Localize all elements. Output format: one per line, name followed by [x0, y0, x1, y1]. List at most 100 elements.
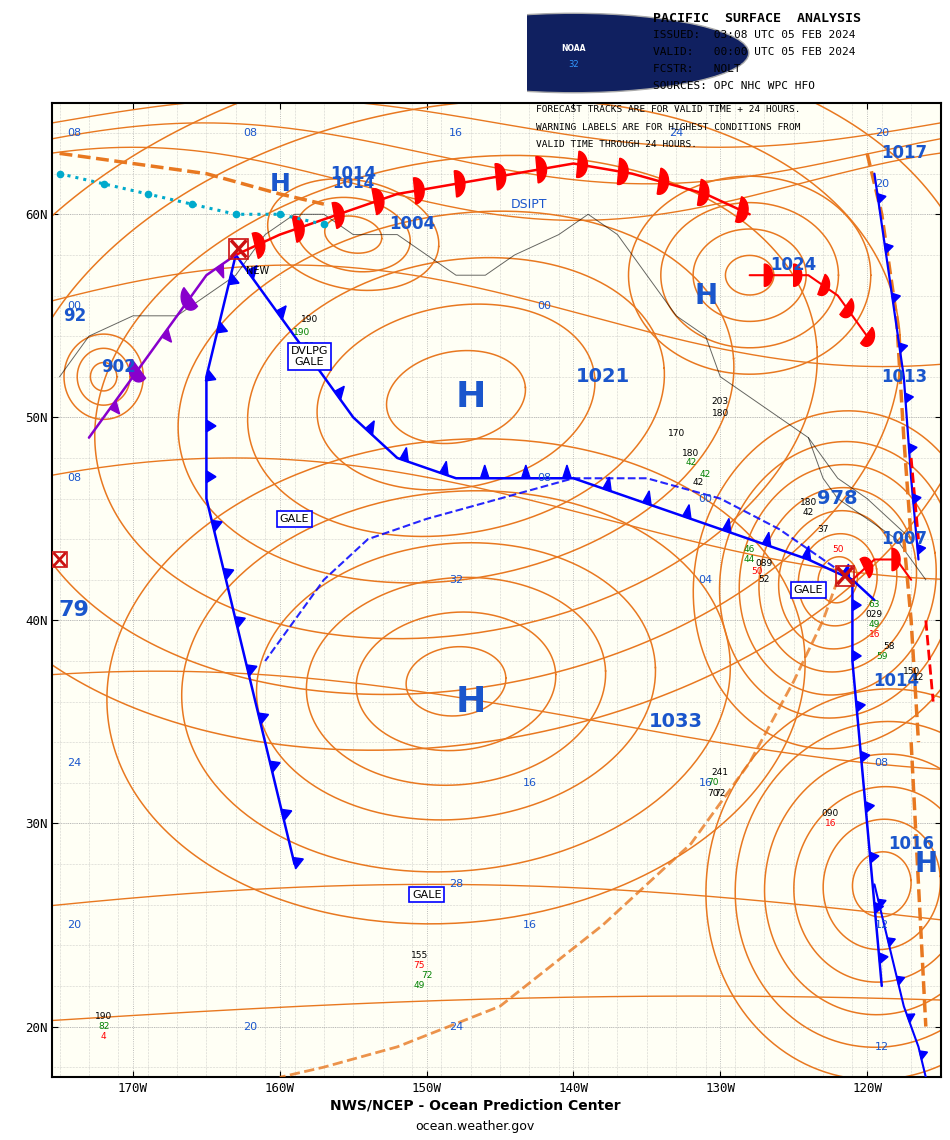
Polygon shape — [906, 1013, 915, 1023]
Text: 1007: 1007 — [881, 530, 927, 548]
Text: ISSUED:  03:08 UTC 05 FEB 2024: ISSUED: 03:08 UTC 05 FEB 2024 — [653, 31, 855, 40]
Polygon shape — [884, 244, 893, 253]
Text: 50: 50 — [832, 545, 844, 554]
Text: 180: 180 — [712, 409, 729, 417]
Text: 1016: 1016 — [888, 834, 934, 853]
Text: 72: 72 — [714, 789, 726, 798]
Text: 155: 155 — [410, 951, 428, 960]
Text: 75: 75 — [413, 961, 425, 970]
Polygon shape — [917, 544, 925, 554]
Polygon shape — [562, 465, 571, 479]
Polygon shape — [400, 448, 408, 462]
Polygon shape — [577, 152, 587, 178]
Polygon shape — [852, 651, 862, 661]
Text: 24: 24 — [67, 758, 82, 767]
Text: 32: 32 — [449, 575, 463, 585]
Text: 12: 12 — [875, 920, 889, 930]
Text: FORECAST TRACKS ARE FOR VALID TIME + 24 HOURS.: FORECAST TRACKS ARE FOR VALID TIME + 24 … — [536, 105, 800, 114]
Text: 79: 79 — [59, 601, 89, 620]
Polygon shape — [897, 976, 904, 985]
Text: H: H — [455, 685, 485, 718]
Text: 029: 029 — [865, 610, 883, 619]
Polygon shape — [293, 217, 304, 243]
Polygon shape — [281, 809, 292, 821]
Text: 16: 16 — [698, 777, 712, 788]
Text: DVLPG
GALE: DVLPG GALE — [291, 345, 328, 367]
Polygon shape — [413, 178, 424, 204]
Polygon shape — [235, 617, 245, 628]
Text: 70: 70 — [707, 789, 719, 798]
Polygon shape — [763, 532, 770, 546]
Polygon shape — [657, 169, 669, 194]
Polygon shape — [908, 443, 917, 454]
Text: 20: 20 — [243, 1021, 257, 1032]
Polygon shape — [765, 264, 772, 286]
Polygon shape — [276, 306, 286, 319]
Text: 1021: 1021 — [576, 367, 630, 386]
Text: 28: 28 — [448, 879, 464, 889]
Text: 16: 16 — [449, 128, 463, 138]
Text: 180: 180 — [682, 449, 699, 458]
Text: 52: 52 — [759, 576, 770, 585]
Polygon shape — [818, 275, 829, 295]
Text: NOAA: NOAA — [561, 43, 585, 52]
Text: 170: 170 — [668, 429, 685, 438]
Text: 00: 00 — [67, 301, 82, 311]
Text: 1014: 1014 — [332, 177, 374, 192]
Text: 16: 16 — [868, 630, 881, 640]
Text: GALE: GALE — [279, 514, 310, 524]
Polygon shape — [892, 293, 901, 303]
Polygon shape — [643, 491, 651, 505]
Text: 12: 12 — [913, 673, 924, 682]
Polygon shape — [129, 359, 145, 382]
Text: 24: 24 — [669, 128, 683, 138]
Text: 902: 902 — [101, 358, 136, 375]
Text: 72: 72 — [421, 971, 432, 980]
Text: 42: 42 — [803, 508, 814, 518]
Text: 00: 00 — [698, 494, 712, 504]
Polygon shape — [852, 600, 862, 611]
Polygon shape — [181, 287, 198, 310]
Polygon shape — [481, 465, 489, 479]
Polygon shape — [332, 203, 344, 228]
Polygon shape — [206, 471, 216, 482]
Polygon shape — [305, 347, 315, 359]
Polygon shape — [683, 505, 691, 519]
Polygon shape — [258, 712, 269, 724]
Polygon shape — [877, 194, 886, 203]
Text: 04: 04 — [698, 575, 712, 585]
Text: 20: 20 — [67, 920, 82, 930]
Text: NEW: NEW — [246, 266, 270, 276]
Text: NWS/NCEP - Ocean Prediction Center: NWS/NCEP - Ocean Prediction Center — [330, 1099, 620, 1113]
Text: 4: 4 — [101, 1032, 106, 1041]
Text: 08: 08 — [537, 473, 551, 483]
Text: 32: 32 — [568, 60, 579, 68]
Polygon shape — [861, 751, 870, 763]
Polygon shape — [913, 494, 921, 504]
Text: 16: 16 — [825, 819, 836, 828]
Polygon shape — [887, 938, 895, 946]
Polygon shape — [723, 519, 731, 532]
Text: 1014: 1014 — [873, 673, 920, 691]
Text: SOURCES: OPC NHC WPC HFO: SOURCES: OPC NHC WPC HFO — [653, 81, 815, 91]
Polygon shape — [162, 328, 172, 342]
Text: 37: 37 — [817, 524, 828, 534]
Text: DSIPT: DSIPT — [511, 197, 547, 211]
Polygon shape — [253, 233, 265, 259]
Text: 1013: 1013 — [881, 368, 927, 385]
Polygon shape — [495, 164, 505, 190]
Text: 1014: 1014 — [331, 164, 376, 182]
Polygon shape — [270, 762, 280, 773]
Text: H: H — [694, 282, 717, 309]
Polygon shape — [879, 953, 888, 963]
Text: 089: 089 — [755, 559, 773, 568]
Text: 1017: 1017 — [881, 145, 927, 162]
Text: 16: 16 — [522, 920, 537, 930]
Text: 978: 978 — [817, 489, 858, 508]
Polygon shape — [206, 420, 216, 432]
Text: 190: 190 — [300, 316, 318, 325]
Text: 82: 82 — [98, 1023, 109, 1031]
Polygon shape — [793, 264, 802, 286]
Text: 24: 24 — [448, 1021, 464, 1032]
Polygon shape — [856, 701, 865, 711]
